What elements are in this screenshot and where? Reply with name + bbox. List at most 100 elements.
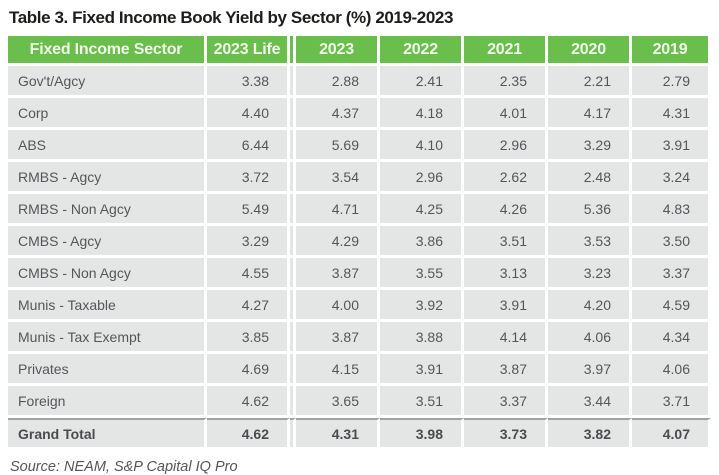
value-cell: 5.36: [548, 194, 632, 226]
value-cell: 3.72: [207, 162, 290, 194]
sector-cell: Privates: [8, 354, 207, 386]
value-cell: 4.27: [207, 290, 290, 322]
col-header-2023: 2023: [296, 36, 380, 66]
table-row: Privates 4.69 4.15 3.91 3.87 3.97 4.06: [8, 354, 711, 386]
value-cell: 4.31: [632, 98, 711, 130]
value-cell: 4.25: [380, 194, 464, 226]
sector-cell: Corp: [8, 98, 207, 130]
sector-cell: RMBS - Agcy: [8, 162, 207, 194]
value-cell: 3.87: [296, 322, 380, 354]
spacer-column: [290, 36, 296, 66]
value-cell: 3.87: [464, 354, 548, 386]
value-cell: 3.29: [207, 226, 290, 258]
spacer-cell: [290, 130, 296, 162]
value-cell: 4.20: [548, 290, 632, 322]
spacer-cell: [290, 194, 296, 226]
value-cell: 4.01: [464, 98, 548, 130]
value-cell: 5.69: [296, 130, 380, 162]
table-title: Table 3. Fixed Income Book Yield by Sect…: [9, 8, 454, 27]
sector-cell: Grand Total: [8, 418, 207, 450]
spacer-cell: [290, 418, 296, 450]
value-cell: 6.44: [207, 130, 290, 162]
sector-cell: Munis - Taxable: [8, 290, 207, 322]
sector-cell: Foreign: [8, 386, 207, 418]
value-cell: 4.34: [632, 322, 711, 354]
value-cell: 2.62: [464, 162, 548, 194]
value-cell: 3.86: [380, 226, 464, 258]
value-cell: 3.54: [296, 162, 380, 194]
sector-cell: CMBS - Non Agcy: [8, 258, 207, 290]
value-cell: 3.29: [548, 130, 632, 162]
value-cell: 4.14: [464, 322, 548, 354]
col-header-2019: 2019: [632, 36, 711, 66]
value-cell: 3.82: [548, 418, 632, 450]
value-cell: 3.91: [632, 130, 711, 162]
value-cell: 3.85: [207, 322, 290, 354]
header-row: Fixed Income Sector 2023 Life 2023 2022 2021…: [8, 36, 711, 66]
value-cell: 3.55: [380, 258, 464, 290]
col-header-2021: 2021: [464, 36, 548, 66]
value-cell: 3.87: [296, 258, 380, 290]
grand-total-row: Grand Total 4.62 4.31 3.98 3.73 3.82 4.07: [8, 418, 711, 450]
value-cell: 2.35: [464, 66, 548, 98]
value-cell: 4.17: [548, 98, 632, 130]
value-cell: 4.62: [207, 386, 290, 418]
value-cell: 3.91: [464, 290, 548, 322]
value-cell: 4.55: [207, 258, 290, 290]
value-cell: 4.18: [380, 98, 464, 130]
value-cell: 3.23: [548, 258, 632, 290]
sector-cell: ABS: [8, 130, 207, 162]
spacer-cell: [290, 162, 296, 194]
fixed-income-yield-table: Fixed Income Sector 2023 Life 2023 2022 2021…: [8, 36, 711, 450]
value-cell: 4.59: [632, 290, 711, 322]
table-row: Corp 4.40 4.37 4.18 4.01 4.17 4.31: [8, 98, 711, 130]
value-cell: 4.06: [632, 354, 711, 386]
value-cell: 3.91: [380, 354, 464, 386]
value-cell: 2.48: [548, 162, 632, 194]
value-cell: 4.00: [296, 290, 380, 322]
spacer-cell: [290, 322, 296, 354]
value-cell: 3.37: [464, 386, 548, 418]
table-row: CMBS - Non Agcy 4.55 3.87 3.55 3.13 3.23 3.37: [8, 258, 711, 290]
sector-cell: RMBS - Non Agcy: [8, 194, 207, 226]
spacer-cell: [290, 66, 296, 98]
value-cell: 4.83: [632, 194, 711, 226]
table-body: Gov't/Agcy 3.38 2.88 2.41 2.35 2.21 2.79 Corp 4.…: [8, 66, 711, 450]
value-cell: 2.41: [380, 66, 464, 98]
value-cell: 2.88: [296, 66, 380, 98]
value-cell: 5.49: [207, 194, 290, 226]
value-cell: 4.71: [296, 194, 380, 226]
value-cell: 3.24: [632, 162, 711, 194]
value-cell: 3.97: [548, 354, 632, 386]
table-row: RMBS - Non Agcy 5.49 4.71 4.25 4.26 5.36 4.83: [8, 194, 711, 226]
spacer-cell: [290, 354, 296, 386]
sector-cell: Munis - Tax Exempt: [8, 322, 207, 354]
value-cell: 3.73: [464, 418, 548, 450]
value-cell: 3.92: [380, 290, 464, 322]
sector-cell: Gov't/Agcy: [8, 66, 207, 98]
value-cell: 4.37: [296, 98, 380, 130]
value-cell: 4.10: [380, 130, 464, 162]
value-cell: 4.07: [632, 418, 711, 450]
value-cell: 2.21: [548, 66, 632, 98]
value-cell: 3.51: [380, 386, 464, 418]
sector-cell: CMBS - Agcy: [8, 226, 207, 258]
value-cell: 2.96: [380, 162, 464, 194]
spacer-cell: [290, 386, 296, 418]
table-row: Munis - Taxable 4.27 4.00 3.92 3.91 4.20 4.59: [8, 290, 711, 322]
value-cell: 4.62: [207, 418, 290, 450]
value-cell: 3.53: [548, 226, 632, 258]
value-cell: 3.50: [632, 226, 711, 258]
value-cell: 3.44: [548, 386, 632, 418]
value-cell: 3.38: [207, 66, 290, 98]
table-row: ABS 6.44 5.69 4.10 2.96 3.29 3.91: [8, 130, 711, 162]
col-header-2023-life: 2023 Life: [207, 36, 290, 66]
table-row: Munis - Tax Exempt 3.85 3.87 3.88 4.14 4.06 4.…: [8, 322, 711, 354]
spacer-cell: [290, 258, 296, 290]
col-header-sector: Fixed Income Sector: [8, 36, 207, 66]
value-cell: 4.06: [548, 322, 632, 354]
table-row: RMBS - Agcy 3.72 3.54 2.96 2.62 2.48 3.24: [8, 162, 711, 194]
source-note: Source: NEAM, S&P Capital IQ Pro: [10, 459, 238, 475]
value-cell: 3.51: [464, 226, 548, 258]
